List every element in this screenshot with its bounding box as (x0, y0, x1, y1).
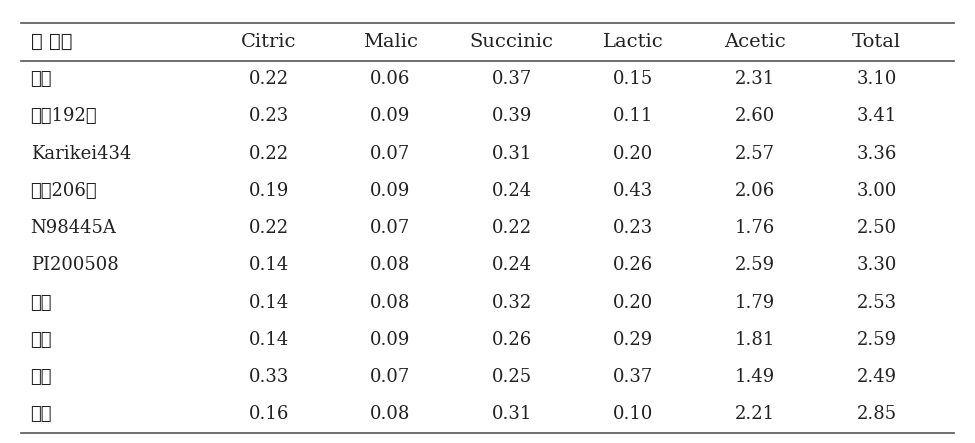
Text: 3.00: 3.00 (856, 182, 897, 200)
Text: 0.37: 0.37 (613, 368, 653, 386)
Text: 0.23: 0.23 (249, 108, 289, 125)
Text: Karikei434: Karikei434 (30, 145, 131, 163)
Text: Lactic: Lactic (603, 33, 664, 51)
Text: 2.49: 2.49 (856, 368, 896, 386)
Text: 0.31: 0.31 (491, 405, 532, 423)
Text: 1.76: 1.76 (735, 219, 775, 237)
Text: 3.30: 3.30 (856, 256, 897, 274)
Text: 0.19: 0.19 (249, 182, 289, 200)
Text: 대원: 대원 (30, 294, 52, 311)
Text: 0.14: 0.14 (249, 294, 289, 311)
Text: 0.14: 0.14 (249, 256, 289, 274)
Text: 2.59: 2.59 (735, 256, 775, 274)
Text: 0.31: 0.31 (491, 145, 532, 163)
Text: 0.07: 0.07 (370, 145, 410, 163)
Text: Succinic: Succinic (470, 33, 554, 51)
Text: Acetic: Acetic (724, 33, 786, 51)
Text: 원광: 원광 (30, 331, 52, 349)
Text: 0.23: 0.23 (613, 219, 653, 237)
Text: 0.33: 0.33 (249, 368, 289, 386)
Text: 0.09: 0.09 (370, 108, 410, 125)
Text: 0.29: 0.29 (613, 331, 653, 349)
Text: 0.14: 0.14 (249, 331, 289, 349)
Text: 0.15: 0.15 (613, 70, 653, 88)
Text: 2.57: 2.57 (735, 145, 775, 163)
Text: 1.49: 1.49 (735, 368, 775, 386)
Text: 0.24: 0.24 (491, 182, 532, 200)
Text: 0.37: 0.37 (491, 70, 532, 88)
Text: 0.07: 0.07 (370, 368, 410, 386)
Text: 2.53: 2.53 (856, 294, 896, 311)
Text: 0.22: 0.22 (249, 70, 289, 88)
Text: 소황: 소황 (30, 405, 52, 423)
Text: 0.32: 0.32 (491, 294, 532, 311)
Text: 2.31: 2.31 (735, 70, 775, 88)
Text: 2.60: 2.60 (735, 108, 775, 125)
Text: 단백: 단백 (30, 70, 52, 88)
Text: 0.09: 0.09 (370, 331, 410, 349)
Text: 0.20: 0.20 (613, 294, 653, 311)
Text: PI200508: PI200508 (30, 256, 118, 274)
Text: N98445A: N98445A (30, 219, 116, 237)
Text: 0.09: 0.09 (370, 182, 410, 200)
Text: 0.26: 0.26 (491, 331, 532, 349)
Text: 밀양192호: 밀양192호 (30, 108, 98, 125)
Text: 0.43: 0.43 (613, 182, 653, 200)
Text: 0.22: 0.22 (491, 219, 532, 237)
Text: 2.59: 2.59 (856, 331, 896, 349)
Text: 0.25: 0.25 (491, 368, 532, 386)
Text: 0.07: 0.07 (370, 219, 410, 237)
Text: 3.10: 3.10 (856, 70, 897, 88)
Text: 0.10: 0.10 (613, 405, 653, 423)
Text: 0.11: 0.11 (613, 108, 653, 125)
Text: 0.08: 0.08 (370, 294, 410, 311)
Text: Citric: Citric (241, 33, 296, 51)
Text: 0.24: 0.24 (491, 256, 532, 274)
Text: Malic: Malic (363, 33, 417, 51)
Text: 0.26: 0.26 (613, 256, 653, 274)
Text: 2.85: 2.85 (856, 405, 896, 423)
Text: 0.22: 0.22 (249, 219, 289, 237)
Text: 1.81: 1.81 (735, 331, 775, 349)
Text: 콩 품종: 콩 품종 (30, 33, 72, 51)
Text: 3.36: 3.36 (856, 145, 897, 163)
Text: 0.20: 0.20 (613, 145, 653, 163)
Text: 만수: 만수 (30, 368, 52, 386)
Text: 2.06: 2.06 (735, 182, 775, 200)
Text: 0.22: 0.22 (249, 145, 289, 163)
Text: 1.79: 1.79 (735, 294, 775, 311)
Text: 0.08: 0.08 (370, 405, 410, 423)
Text: 밀양206호: 밀양206호 (30, 182, 98, 200)
Text: 2.21: 2.21 (735, 405, 775, 423)
Text: 3.41: 3.41 (856, 108, 897, 125)
Text: 2.50: 2.50 (856, 219, 896, 237)
Text: 0.06: 0.06 (370, 70, 410, 88)
Text: 0.16: 0.16 (249, 405, 289, 423)
Text: 0.39: 0.39 (491, 108, 532, 125)
Text: 0.08: 0.08 (370, 256, 410, 274)
Text: Total: Total (852, 33, 901, 51)
